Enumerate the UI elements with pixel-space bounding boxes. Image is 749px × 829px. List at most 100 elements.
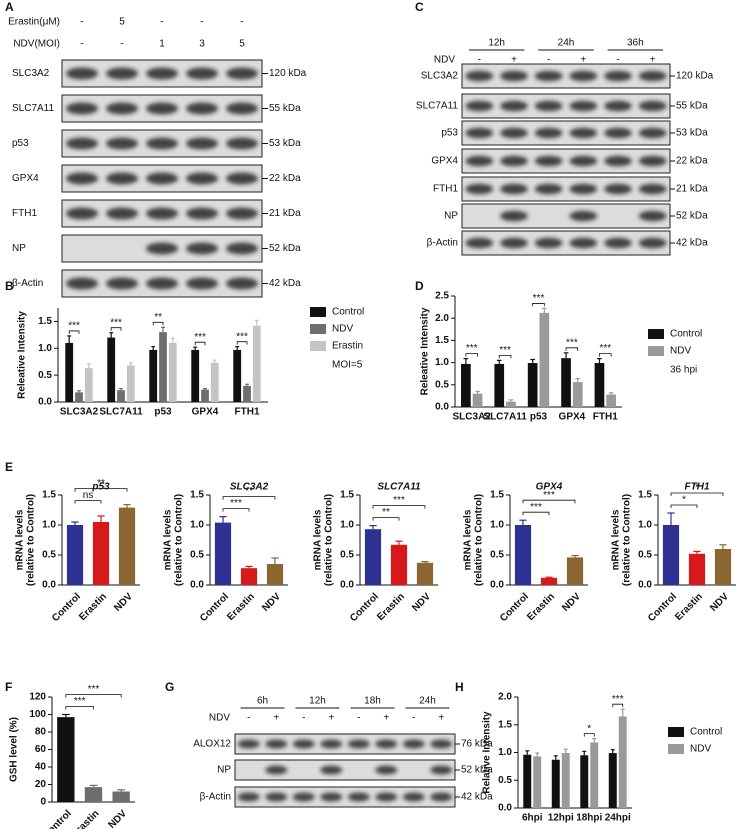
y-tick-label: 1.5 [498,719,512,730]
blot-band [534,127,563,139]
y-tick-label: 0.5 [490,550,504,561]
bar [266,564,284,585]
significance-bracket [68,330,80,334]
size-label: 120 kDa [676,71,714,82]
y-tick-label: 40 [35,762,47,773]
blot-band [569,210,598,222]
x-tick-label: 6hpi [522,813,543,824]
bar [92,522,110,585]
x-tick-label: NDV [260,591,283,614]
size-label: 21 kDa [269,208,301,219]
panel-letter: H [455,680,464,694]
chart-title: GPX4 [536,482,563,493]
significance-bracket [465,353,478,357]
group-label: 36h [627,38,644,49]
blot-band [534,183,563,195]
y-axis-label: (relative to Control) [324,494,335,586]
y-tick-label: 1.5 [435,335,449,346]
blot-strip [461,93,671,119]
y-tick-label: 0.0 [498,803,512,814]
y-axis-label: Releative Intensity [420,307,431,395]
legend-swatch [668,727,684,737]
blot-band [638,237,667,249]
lane-label: 5 [119,17,125,28]
panel-letter: B [5,279,14,293]
blot-band [146,67,178,80]
group-label: 18h [364,696,381,707]
bar [243,385,251,402]
y-tick-label: 0.0 [435,402,449,413]
band-label: SLC7A11 [12,103,55,114]
y-tick-label: 0.0 [638,580,652,591]
blot-band [66,67,98,80]
x-tick-label: Erastin [70,808,102,829]
bar [57,717,75,802]
legend-swatch [310,324,326,334]
x-tick-label: SLC3A2 [60,407,99,418]
x-tick-label: Erastin [673,591,705,623]
bar [472,393,483,407]
blot-band [146,172,178,185]
x-tick-label: NDV [106,808,129,829]
band-label: SLC3A2 [12,68,50,79]
blot-band [292,739,315,749]
blot-band [226,67,258,80]
blot-band [465,155,494,167]
blot-band [237,739,260,749]
y-tick-label: 0.0 [340,580,354,591]
y-axis-label: (relative to Control) [174,494,185,586]
blot-band [292,792,315,802]
significance-label: *** [230,498,242,509]
group-label: 24h [419,696,436,707]
bar [461,363,471,407]
bar [494,363,505,407]
x-tick-label: 24hpi [605,813,631,824]
legend-swatch [648,346,664,356]
size-label: 22 kDa [269,173,301,184]
y-tick-label: 1.5 [340,490,354,501]
legend-label: Erastin [332,341,363,352]
blot-band [604,100,632,112]
significance-bracket [372,517,400,521]
blot-band [638,70,667,82]
significance-bracket [522,499,576,504]
lane-label: - [80,17,83,28]
significance-label: * [587,723,591,734]
blot-band [146,207,178,220]
lane-label: - [160,17,163,28]
bar [580,755,589,808]
significance-label: ** [154,312,162,323]
significance-bracket [194,341,206,346]
x-tick-label: SLC7A11 [99,407,143,418]
y-tick-label: 100 [29,709,46,720]
blot-band [66,277,98,290]
y-axis-label: mRNA levels [463,509,474,570]
x-tick-label: Control [498,591,531,624]
group-label: 6h [257,696,268,707]
significance-bracket [74,488,128,492]
significance-bracket [670,492,724,496]
blot-band [106,67,138,80]
y-tick-label: 1.0 [190,520,204,531]
band-label: p53 [12,138,29,149]
significance-bracket [670,504,698,508]
blot-band [604,155,632,167]
chart-title: p53 [91,482,110,493]
blot-band [106,137,138,150]
y-tick-label: 1.0 [498,747,512,758]
legend-swatch [310,307,326,317]
y-tick-label: 60 [35,744,47,755]
bar [191,349,200,402]
y-tick-label: 1.5 [190,490,204,501]
blot-band [106,207,138,220]
significance-bracket [65,706,94,710]
lane-label: - [120,39,123,50]
blot-band [226,102,258,115]
blot-band [534,70,563,82]
lane-label: - [547,55,550,66]
size-label: 120 kDa [269,68,307,79]
blot-band [430,765,453,775]
band-label: β-Actin [200,792,231,803]
note: MOI=5 [332,360,363,371]
blot-band [146,277,178,290]
